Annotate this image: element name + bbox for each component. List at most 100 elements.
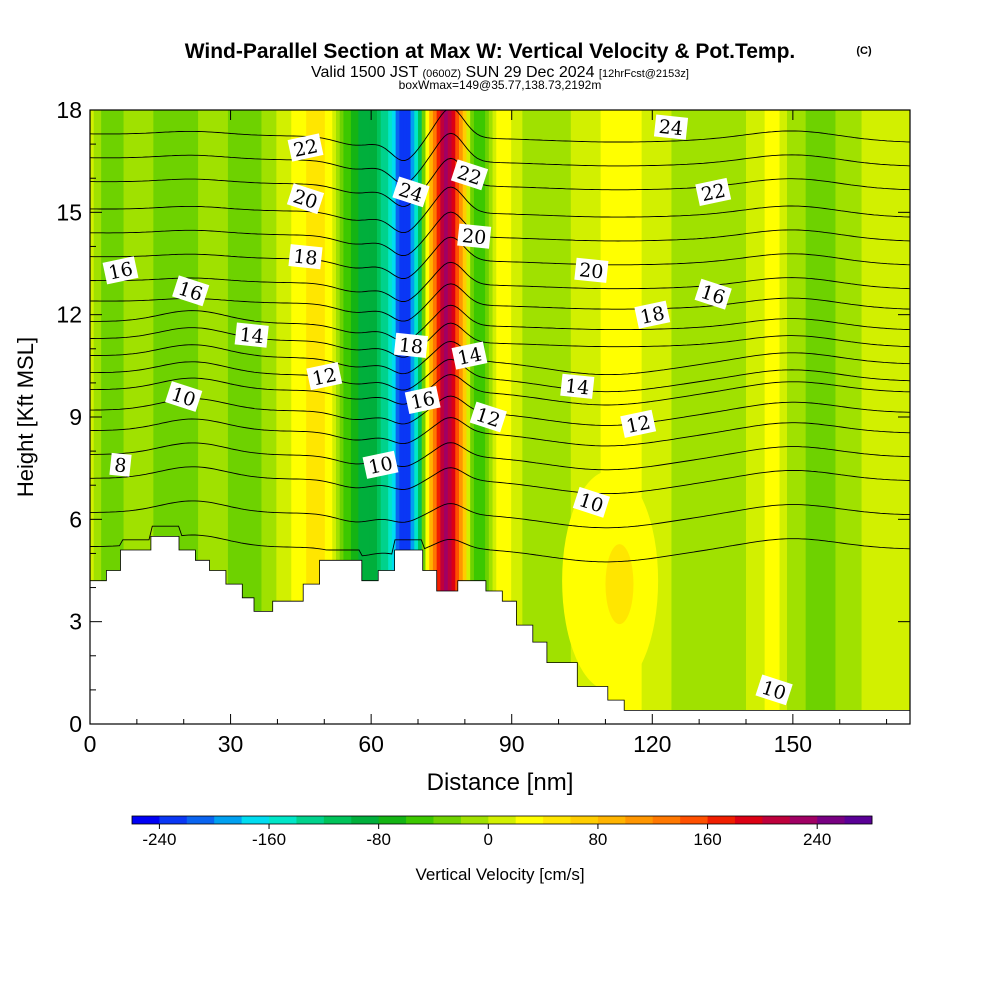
contour-label-text: 8 (113, 454, 127, 477)
velocity-strip (373, 110, 378, 724)
y-tick-label: 3 (69, 609, 82, 635)
velocity-strip (186, 110, 192, 724)
velocity-strip (295, 110, 300, 724)
velocity-strip (168, 110, 173, 724)
colorbar-swatch (543, 816, 571, 824)
velocity-strip (712, 110, 717, 724)
copyright-mark: (C) (856, 45, 872, 57)
velocity-strip (865, 110, 870, 724)
velocity-strip (749, 110, 755, 724)
y-tick-label: 12 (56, 302, 82, 328)
theta-isoline (90, 340, 910, 376)
colorbar-swatch (241, 816, 270, 824)
velocity-strip (384, 110, 389, 724)
y-tick-label: 6 (69, 506, 82, 532)
x-tick-label: 60 (358, 731, 384, 757)
colorbar-swatch (789, 816, 818, 824)
velocity-strip (116, 110, 121, 724)
contour-label: 12 (306, 362, 343, 390)
velocity-strip (127, 110, 132, 724)
contour-label-text: 14 (238, 324, 264, 348)
velocity-strip (459, 110, 464, 724)
velocity-strip (321, 110, 326, 724)
velocity-strip (667, 110, 673, 724)
velocity-strip (377, 110, 382, 724)
colorbar-swatch (515, 816, 544, 824)
velocity-strip (883, 110, 889, 724)
colorbar-swatch (817, 816, 845, 824)
velocity-strip (716, 110, 721, 724)
contour-label: 16 (102, 256, 139, 285)
velocity-strip (701, 110, 706, 724)
velocity-strip (656, 110, 661, 724)
colorbar-swatch (296, 816, 325, 824)
theta-isoline (90, 132, 910, 184)
colorbar-swatch (433, 816, 462, 824)
contour-label-text: 14 (564, 375, 590, 399)
colorbar-swatch (570, 816, 599, 824)
velocity-strip (254, 110, 259, 724)
contour-label: 22 (695, 177, 732, 206)
velocity-strip (850, 110, 855, 724)
velocity-strip (891, 110, 896, 724)
x-tick-label: 150 (774, 731, 812, 757)
contour-label-text: 20 (461, 225, 487, 249)
velocity-strip (887, 110, 892, 724)
velocity-strip (861, 110, 866, 724)
velocity-strip (824, 110, 829, 724)
colorbar-swatch (680, 816, 708, 824)
colorbar-swatch (323, 816, 352, 824)
velocity-strip (567, 110, 572, 724)
theta-isoline (90, 236, 910, 279)
velocity-strip (224, 110, 229, 724)
velocity-strip (395, 110, 400, 724)
contour-label-text: 22 (292, 135, 320, 162)
velocity-strip (362, 110, 367, 724)
velocity-strip (108, 110, 113, 724)
y-tick-label: 18 (56, 97, 82, 123)
theta-isoline (90, 358, 910, 393)
velocity-strip (615, 110, 620, 724)
velocity-strip (425, 110, 430, 724)
velocity-strip (790, 110, 796, 724)
contour-label-background (392, 176, 430, 208)
velocity-strip (552, 110, 557, 724)
velocity-strip (291, 110, 296, 724)
velocity-strip (768, 110, 773, 724)
velocity-strip (600, 110, 605, 724)
velocity-strip (317, 110, 322, 724)
velocity-strip (347, 110, 352, 724)
velocity-strip (138, 110, 143, 724)
contour-label: 18 (634, 300, 671, 329)
vertical-velocity-field (90, 110, 910, 724)
velocity-strip (828, 110, 833, 724)
velocity-strip (205, 110, 210, 724)
contour-label-text: 18 (638, 302, 666, 329)
theta-isoline (90, 525, 910, 563)
velocity-strip (578, 110, 583, 724)
colorbar-tick-label: 160 (693, 830, 721, 849)
y-axis-label: Height [Kft MSL] (13, 337, 38, 497)
velocity-strip (466, 110, 471, 724)
velocity-strip (369, 110, 374, 724)
contour-label-background (695, 177, 732, 206)
velocity-strip (462, 110, 468, 724)
velocity-strip (872, 110, 878, 724)
velocity-strip (179, 110, 184, 724)
x-tick-label: 0 (84, 731, 97, 757)
contour-label: 24 (653, 114, 689, 140)
colorbar-frame (131, 815, 873, 825)
velocity-strip (705, 110, 710, 724)
velocity-strip (757, 110, 762, 724)
velocity-strip (753, 110, 758, 724)
velocity-strip (846, 110, 851, 724)
velocity-strip (410, 110, 415, 724)
velocity-strip (131, 110, 136, 724)
velocity-strip (727, 110, 732, 724)
contour-label-background (288, 244, 323, 270)
contour-label-background (574, 257, 609, 283)
colorbar-swatch (652, 816, 681, 824)
velocity-strip (164, 110, 169, 724)
